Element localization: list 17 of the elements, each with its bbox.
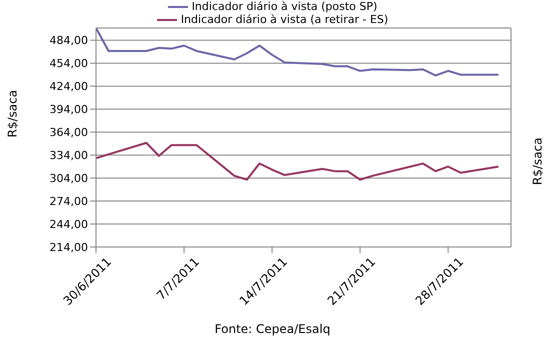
y2-axis-title: R$/saca: [530, 138, 544, 186]
y-axis-title: R$/saca: [5, 90, 20, 138]
legend-label: Indicador diário à vista (posto SP): [192, 0, 378, 13]
y-tick-label: 364,00: [50, 126, 88, 140]
line-series: [96, 28, 500, 76]
y-tick-label: 424,00: [50, 80, 88, 94]
y-tick-label: 214,00: [50, 240, 88, 254]
source-note: Fonte: Cepea/Esalq: [214, 322, 332, 336]
y-tick-label: 394,00: [50, 103, 88, 116]
y-tick-label: 454,00: [50, 57, 88, 70]
line-series: [96, 142, 500, 181]
y-tick-label: 244,00: [50, 218, 88, 231]
y-tick-label: 484,00: [50, 34, 88, 48]
y-tick-label: 304,00: [50, 172, 88, 185]
legend-label: Indicador diário à vista (a retirar - ES): [180, 13, 388, 26]
y-tick-label: 274,00: [50, 194, 88, 208]
y-tick-label: 334,00: [50, 149, 88, 162]
